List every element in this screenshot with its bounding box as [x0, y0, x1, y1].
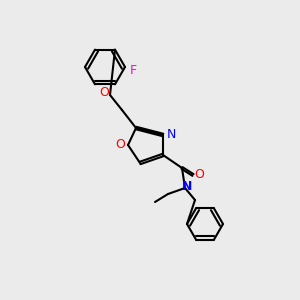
Text: O: O: [194, 169, 204, 182]
Text: O: O: [99, 86, 109, 100]
Text: O: O: [115, 139, 125, 152]
Text: N: N: [182, 179, 192, 193]
Text: N: N: [166, 128, 176, 142]
Text: F: F: [129, 64, 137, 76]
